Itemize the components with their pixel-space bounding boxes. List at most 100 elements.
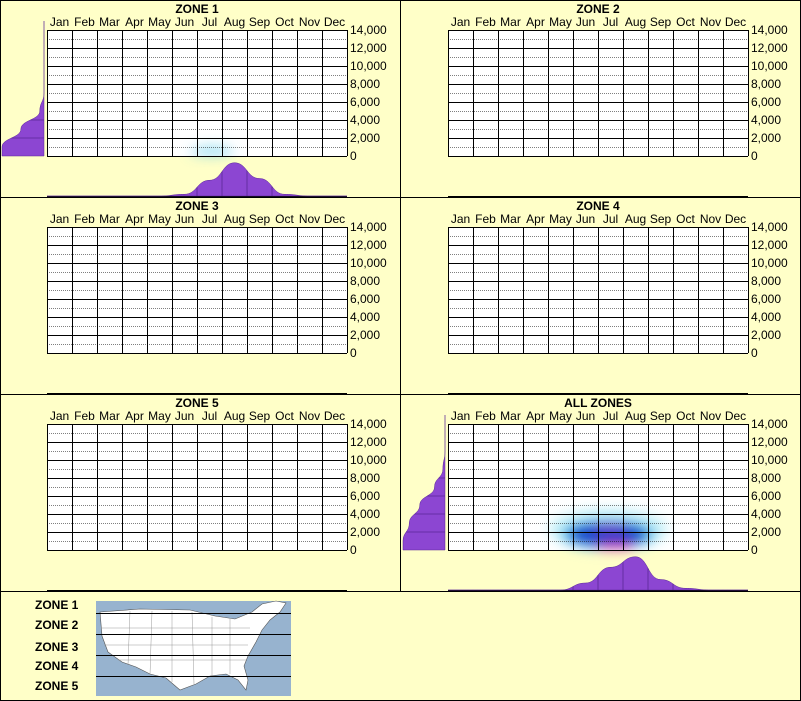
y-tick-label: 4,000	[751, 113, 781, 127]
y-tick-label: 4,000	[350, 310, 380, 324]
month-label: Dec	[725, 15, 746, 29]
y-tick-label: 8,000	[350, 77, 380, 91]
y-tick-label: 12,000	[751, 435, 788, 449]
month-label: Nov	[700, 15, 721, 29]
y-tick-label: 0	[350, 346, 357, 360]
chart-title: ZONE 2	[576, 2, 620, 16]
y-tick-label: 14,000	[751, 220, 788, 234]
month-label: Aug	[224, 212, 245, 226]
month-label: Feb	[475, 212, 496, 226]
month-label: Jan	[50, 212, 69, 226]
month-label: Nov	[299, 212, 320, 226]
month-label: Mar	[99, 212, 120, 226]
density-blob	[593, 523, 628, 530]
y-tick-label: 10,000	[751, 256, 788, 270]
y-tick-label: 12,000	[751, 238, 788, 252]
y-tick-label: 0	[350, 543, 357, 557]
y-tick-label: 2,000	[751, 328, 781, 342]
y-tick-label: 14,000	[350, 23, 387, 37]
elevation-profile-area	[1, 21, 45, 157]
month-label: Jun	[175, 15, 194, 29]
y-tick-label: 2,000	[751, 525, 781, 539]
month-label: Feb	[74, 15, 95, 29]
month-label: Jan	[50, 15, 69, 29]
month-label: Oct	[676, 409, 695, 423]
y-tick-label: 8,000	[751, 471, 781, 485]
month-label: Nov	[299, 409, 320, 423]
y-tick-label: 10,000	[751, 59, 788, 73]
zone-legend-label: ZONE 1	[35, 598, 79, 612]
month-label: Oct	[275, 409, 294, 423]
month-label: Aug	[625, 15, 646, 29]
zone-legend-label: ZONE 5	[35, 679, 79, 693]
y-tick-label: 6,000	[350, 292, 380, 306]
chart-title: ZONE 1	[175, 2, 219, 16]
month-label: Jul	[202, 409, 217, 423]
zone-legend-label: ZONE 2	[35, 618, 79, 632]
month-label: Apr	[526, 212, 545, 226]
zone-legend-label: ZONE 4	[35, 659, 79, 673]
month-label: Jan	[451, 15, 470, 29]
y-tick-label: 14,000	[350, 220, 387, 234]
chart-panel-5: ZONE 5 Jan Feb Mar Apr May Jun Jul Aug Sep Oct Nov D…	[47, 396, 387, 591]
month-label: May	[148, 409, 171, 423]
month-label: Jul	[603, 409, 618, 423]
month-label: Mar	[500, 15, 521, 29]
y-tick-label: 12,000	[350, 41, 387, 55]
month-label: Sep	[650, 15, 672, 29]
chart-title: ALL ZONES	[564, 396, 632, 410]
month-label: Jun	[175, 212, 194, 226]
month-label: Jul	[202, 212, 217, 226]
month-label: Jan	[451, 212, 470, 226]
month-label: May	[549, 212, 572, 226]
month-label: Apr	[125, 212, 144, 226]
y-tick-label: 6,000	[751, 489, 781, 503]
month-label: Jul	[603, 212, 618, 226]
month-label: Sep	[650, 212, 672, 226]
month-label: Dec	[324, 15, 345, 29]
month-label: Apr	[125, 15, 144, 29]
month-label: Apr	[125, 409, 144, 423]
density-blob	[595, 545, 636, 550]
y-tick-label: 0	[751, 149, 758, 163]
y-tick-label: 10,000	[350, 256, 387, 270]
chart-panel-6: ALL ZONES Jan Feb Mar Apr May Jun Jul Aug Sep Oct N…	[402, 396, 788, 591]
y-tick-label: 14,000	[751, 417, 788, 431]
y-tick-label: 10,000	[350, 453, 387, 467]
chart-title: ZONE 3	[175, 199, 219, 213]
month-label: Oct	[676, 212, 695, 226]
chart-panel-4: ZONE 4 Jan Feb Mar Apr May Jun Jul Aug Sep Oct Nov D…	[448, 199, 788, 394]
month-label: Jun	[175, 409, 194, 423]
month-label: Apr	[526, 15, 545, 29]
month-label: Jun	[576, 212, 595, 226]
y-tick-label: 10,000	[350, 59, 387, 73]
chart-title: ZONE 4	[576, 199, 620, 213]
month-label: Jul	[603, 15, 618, 29]
y-tick-label: 4,000	[350, 507, 380, 521]
month-label: Oct	[275, 212, 294, 226]
heatmap-density	[189, 144, 235, 156]
month-label: Dec	[324, 212, 345, 226]
month-label: Nov	[299, 15, 320, 29]
month-label: Feb	[74, 409, 95, 423]
y-tick-label: 2,000	[751, 131, 781, 145]
zone-legend-label: ZONE 3	[35, 640, 79, 654]
map-border	[191, 611, 195, 685]
chart-panel-2: ZONE 2 Jan Feb Mar Apr May Jun Jul Aug Sep Oct Nov D…	[448, 2, 788, 197]
month-label: Feb	[475, 15, 496, 29]
zone-legend: ZONE 1 ZONE 2 ZONE 3 ZONE 4 ZONE 5	[35, 598, 291, 696]
y-tick-label: 6,000	[350, 95, 380, 109]
y-tick-label: 6,000	[751, 292, 781, 306]
elevation-profile-area	[402, 415, 446, 551]
density-blob	[568, 523, 648, 547]
month-label: Aug	[625, 409, 646, 423]
month-label: Dec	[324, 409, 345, 423]
month-label: Feb	[475, 409, 496, 423]
y-tick-label: 14,000	[350, 417, 387, 431]
month-label: Mar	[500, 409, 521, 423]
month-label: Sep	[249, 15, 271, 29]
y-tick-label: 6,000	[350, 489, 380, 503]
month-label: Aug	[625, 212, 646, 226]
